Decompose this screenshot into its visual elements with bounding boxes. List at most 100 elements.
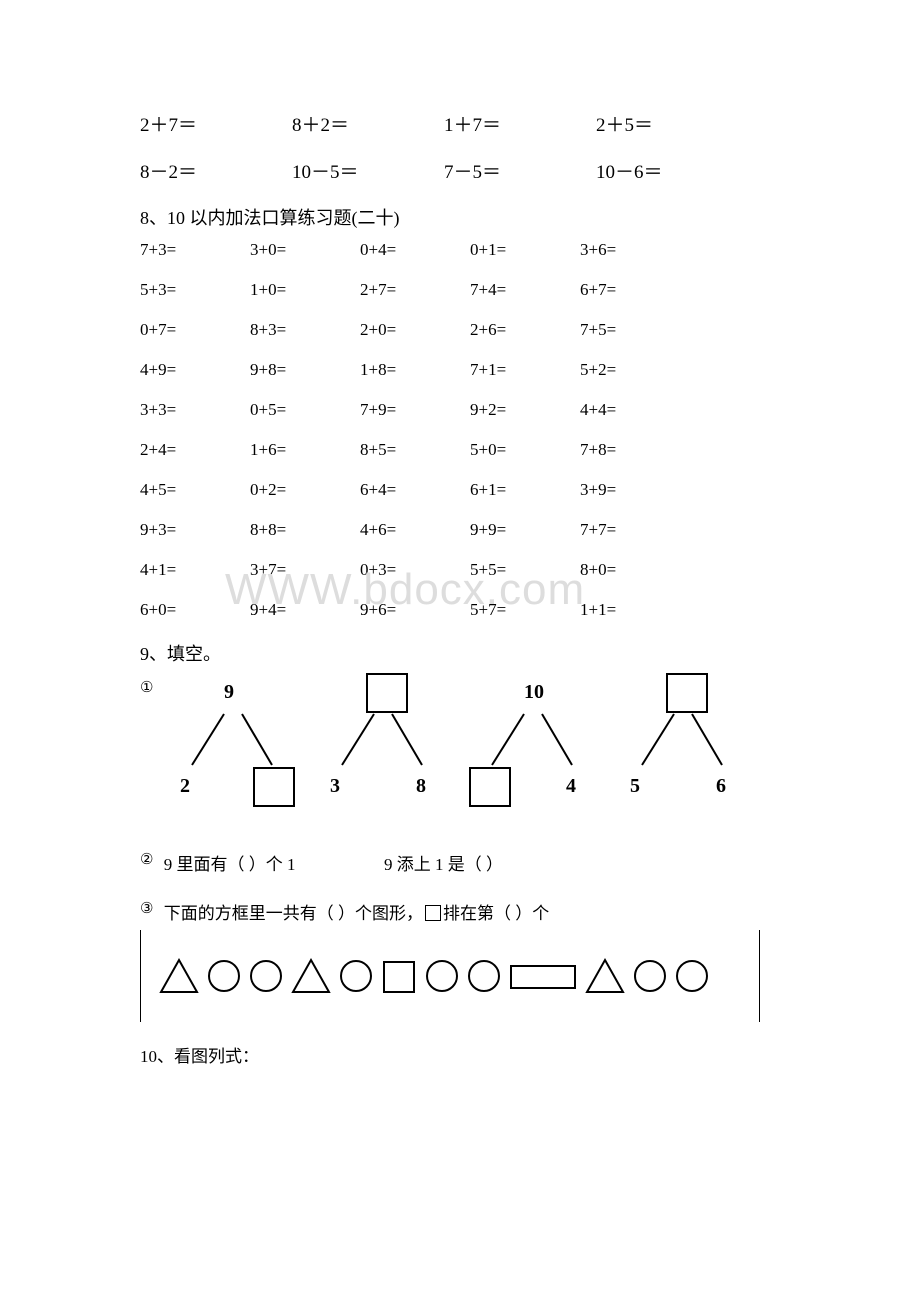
question-10-title: 10、看图列式： xyxy=(140,1042,780,1067)
table-row: 2+4=1+6=8+5=5+0=7+8= xyxy=(140,440,780,460)
expr-cell: 8+0= xyxy=(580,560,690,580)
expr-cell: 7+9= xyxy=(360,400,470,420)
circled-2: ② xyxy=(140,850,153,869)
table-row: 7+3=3+0=0+4=0+1=3+6= xyxy=(140,240,780,260)
expr-cell: 4+4= xyxy=(580,400,690,420)
number-bonds-area: ① 923810456 xyxy=(140,670,780,830)
circle-icon xyxy=(423,956,461,996)
expr-cell: 5+0= xyxy=(470,440,580,460)
expr-cell: 0+5= xyxy=(250,400,360,420)
expr-cell: 1+1= xyxy=(580,600,690,620)
svg-text:2: 2 xyxy=(180,775,190,797)
triangle-icon xyxy=(157,956,201,996)
expr-cell: 7+1= xyxy=(470,360,580,380)
expr-cell: 2+7= xyxy=(360,280,470,300)
question-9-2: ② 9 里面有（ ）个 1 9 添上 1 是（ ） xyxy=(140,850,780,875)
expr-cell: 3+0= xyxy=(250,240,360,260)
triangle-icon xyxy=(583,956,627,996)
expr-cell: 0+7= xyxy=(140,320,250,340)
expr: 8－2＝ xyxy=(140,157,250,184)
expr-cell: 7+4= xyxy=(470,280,580,300)
watermark-text: WWW.bdocx.com xyxy=(225,565,585,615)
expr-cell: 9+8= xyxy=(250,360,360,380)
expr: 2＋5＝ xyxy=(596,110,706,137)
expr-cell: 9+3= xyxy=(140,520,250,540)
expr-cell: 8+8= xyxy=(250,520,360,540)
circled-1: ① xyxy=(140,678,153,697)
svg-text:4: 4 xyxy=(566,775,576,797)
q9-3a-text: 下面的方框里一共有（ ）个图形， xyxy=(164,904,423,923)
expr-cell: 4+9= xyxy=(140,360,250,380)
table-row: 4+5=0+2=6+4=6+1=3+9= xyxy=(140,480,780,500)
section-8-title: 8、10 以内加法口算练习题(二十) xyxy=(140,204,780,230)
expr-cell: 0+4= xyxy=(360,240,470,260)
expr-cell: 0+1= xyxy=(470,240,580,260)
table-row: 5+3=1+0=2+7=7+4=6+7= xyxy=(140,280,780,300)
expr-cell: 8+3= xyxy=(250,320,360,340)
expr-cell: 5+3= xyxy=(140,280,250,300)
number-bond: 56 xyxy=(612,670,752,810)
q9-3b-text: 排在第（ ）个 xyxy=(443,904,549,923)
svg-text:6: 6 xyxy=(716,775,726,797)
expr-cell: 4+6= xyxy=(360,520,470,540)
expr-cell: 7+8= xyxy=(580,440,690,460)
expr-cell: 4+5= xyxy=(140,480,250,500)
expr-cell: 3+3= xyxy=(140,400,250,420)
expr: 2＋7＝ xyxy=(140,110,250,137)
svg-text:8: 8 xyxy=(416,775,426,797)
expr-cell: 2+0= xyxy=(360,320,470,340)
rect-icon xyxy=(507,956,579,996)
expr-cell: 1+0= xyxy=(250,280,360,300)
expr-cell: 3+9= xyxy=(580,480,690,500)
circle-icon xyxy=(205,956,243,996)
question-9-title: 9、填空。 xyxy=(140,640,780,666)
triangle-icon xyxy=(289,956,333,996)
addition-table: 7+3=3+0=0+4=0+1=3+6= 5+3=1+0=2+7=7+4=6+7=… xyxy=(140,240,780,620)
circle-icon xyxy=(631,956,669,996)
expr-cell: 6+7= xyxy=(580,280,690,300)
expr: 10－5＝ xyxy=(292,157,402,184)
q9-2a-text: 9 里面有（ ）个 1 xyxy=(164,855,296,874)
expr-cell: 7+7= xyxy=(580,520,690,540)
expr: 1＋7＝ xyxy=(444,110,554,137)
circle-icon xyxy=(337,956,375,996)
circle-icon xyxy=(465,956,503,996)
expr-cell: 8+5= xyxy=(360,440,470,460)
expr: 8＋2＝ xyxy=(292,110,402,137)
shapes-sequence xyxy=(140,930,760,1022)
svg-text:10: 10 xyxy=(524,681,544,703)
expr-cell: 7+3= xyxy=(140,240,250,260)
expr-cell: 2+4= xyxy=(140,440,250,460)
expr-cell: 0+2= xyxy=(250,480,360,500)
number-bond: 92 xyxy=(162,670,302,810)
expr-cell: 1+6= xyxy=(250,440,360,460)
mental-math-row-1: 2＋7＝ 8＋2＝ 1＋7＝ 2＋5＝ xyxy=(140,110,780,137)
expr-cell: 6+1= xyxy=(470,480,580,500)
number-bond: 10 4 xyxy=(462,670,602,810)
expr-cell: 6+4= xyxy=(360,480,470,500)
circle-icon xyxy=(673,956,711,996)
svg-text:9: 9 xyxy=(224,681,234,703)
inline-square-icon xyxy=(425,905,441,921)
mental-math-row-2: 8－2＝ 10－5＝ 7－5＝ 10－6＝ xyxy=(140,157,780,184)
expr-cell: 9+9= xyxy=(470,520,580,540)
table-row: 4+9=9+8=1+8=7+1=5+2= xyxy=(140,360,780,380)
circled-3: ③ xyxy=(140,899,153,918)
q9-2b-text: 9 添上 1 是（ ） xyxy=(384,855,503,874)
number-bond: 38 xyxy=(312,670,452,810)
svg-text:5: 5 xyxy=(630,775,640,797)
expr-cell: 2+6= xyxy=(470,320,580,340)
expr-cell: 3+6= xyxy=(580,240,690,260)
circle-icon xyxy=(247,956,285,996)
expr-cell: 9+2= xyxy=(470,400,580,420)
table-row: 9+3=8+8=4+6=9+9=7+7= xyxy=(140,520,780,540)
expr-cell: 7+5= xyxy=(580,320,690,340)
table-row: 0+7=8+3=2+0=2+6=7+5= xyxy=(140,320,780,340)
expr: 7－5＝ xyxy=(444,157,554,184)
expr-cell: 5+2= xyxy=(580,360,690,380)
table-row: 3+3=0+5=7+9=9+2=4+4= xyxy=(140,400,780,420)
svg-text:3: 3 xyxy=(330,775,340,797)
expr: 10－6＝ xyxy=(596,157,706,184)
expr-cell: 1+8= xyxy=(360,360,470,380)
question-9-3: ③ 下面的方框里一共有（ ）个图形， 排在第（ ）个 xyxy=(140,899,780,924)
